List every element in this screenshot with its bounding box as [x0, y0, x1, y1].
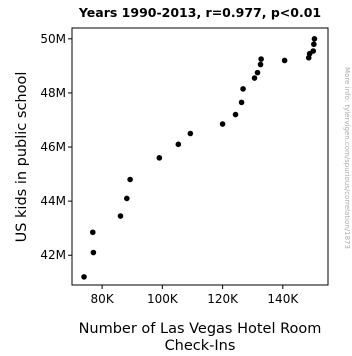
data-point: [187, 130, 194, 137]
y-tick-label: 44M: [40, 194, 66, 208]
data-point: [281, 57, 288, 64]
y-tick-label: 48M: [40, 86, 66, 100]
data-point: [89, 229, 96, 236]
data-point: [311, 41, 317, 48]
x-axis-label-line-1: Number of Las Vegas Hotel Room: [79, 321, 322, 337]
data-point: [117, 213, 124, 219]
x-axis-ticks: 80K 100K 120K 140K: [91, 285, 299, 306]
x-tick-label: 120K: [207, 292, 239, 306]
data-point: [219, 121, 226, 127]
x-tick-label: 80K: [91, 292, 115, 306]
data-point: [124, 195, 130, 202]
data-point: [90, 249, 97, 256]
data-points: [81, 36, 318, 280]
chart-title: Years 1990-2013, r=0.977, p<0.01: [78, 5, 321, 20]
data-point: [238, 99, 245, 106]
source-note: More info: tylervigen.com/spurious/corre…: [343, 67, 351, 249]
data-point: [175, 141, 182, 148]
data-point: [311, 36, 318, 42]
data-point: [257, 61, 264, 68]
y-tick-label: 42M: [40, 248, 66, 262]
data-point: [81, 274, 87, 280]
plot-area: [71, 27, 329, 286]
x-tick-label: 140K: [267, 292, 299, 306]
y-tick-label: 46M: [40, 140, 66, 154]
data-point: [258, 56, 264, 62]
data-point: [232, 111, 239, 118]
data-point: [240, 86, 246, 92]
y-axis-label: US kids in public school: [14, 72, 30, 243]
x-tick-label: 100K: [147, 292, 179, 306]
x-axis-label-line-2: Check-Ins: [165, 338, 236, 354]
data-point: [156, 155, 163, 161]
y-axis-ticks: 42M 44M 46M 48M 50M: [40, 32, 72, 262]
data-point: [251, 75, 258, 81]
data-point: [127, 176, 133, 183]
data-point: [254, 69, 261, 76]
y-tick-label: 50M: [40, 32, 66, 46]
data-point: [310, 48, 317, 54]
